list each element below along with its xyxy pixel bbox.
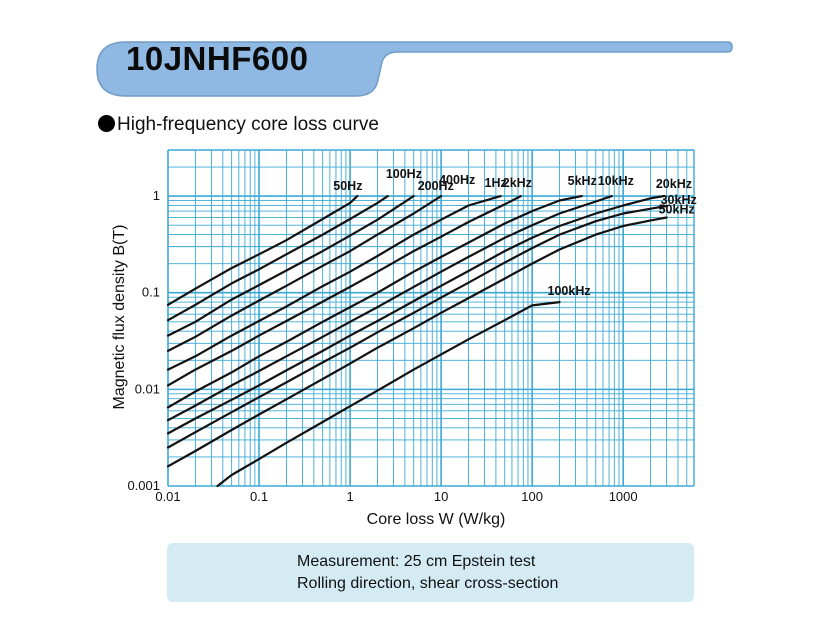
series-label-400Hz: 400Hz: [439, 173, 475, 187]
series-line-5kHz: [166, 195, 583, 409]
series-label-10kHz: 10kHz: [598, 174, 634, 188]
series-line-2kHz: [166, 195, 522, 387]
series-label-50kHz: 50kHz: [659, 203, 695, 217]
header-tab-shape: [96, 41, 733, 97]
bullet-icon: [98, 115, 115, 132]
chart-heading-text: High-frequency core loss curve: [117, 114, 379, 135]
x-tick-label: 0.1: [250, 489, 268, 504]
x-tick-label: 0.01: [155, 489, 180, 504]
y-tick-label: 0.001: [127, 478, 160, 493]
series-line-30kHz: [166, 204, 668, 449]
y-tick-label: 0.1: [142, 285, 160, 300]
series-line-10kHz: [166, 195, 613, 422]
series-line-50Hz: [166, 195, 359, 306]
series-label-100Hz: 100Hz: [386, 167, 422, 181]
x-tick-label: 1: [346, 489, 353, 504]
y-axis-label: Magnetic flux density B(T): [111, 225, 128, 410]
series-label-50Hz: 50Hz: [333, 179, 362, 193]
series-label-5kHz: 5kHz: [568, 174, 597, 188]
x-tick-label: 1000: [609, 489, 638, 504]
measurement-note-box: Measurement: 25 cm Epstein test Rolling …: [167, 543, 694, 602]
x-tick-label: 100: [521, 489, 543, 504]
series-line-1Hz: [166, 195, 502, 371]
measurement-note-line: Measurement: 25 cm Epstein test: [297, 553, 536, 570]
y-tick-label: 0.01: [135, 381, 160, 396]
y-tick-label: 1: [153, 188, 160, 203]
series-line-100kHz: [216, 301, 561, 488]
series-label-200Hz: 200Hz: [418, 179, 454, 193]
series-label-2kHz: 2kHz: [503, 176, 532, 190]
chart-series: [166, 195, 668, 488]
series-label-1Hz: 1Hz: [485, 176, 507, 190]
series-line-50kHz: [166, 216, 668, 468]
series-line-400Hz: [166, 195, 443, 352]
x-axis-label: Core loss W (W/kg): [367, 511, 506, 528]
series-label-20kHz: 20kHz: [656, 177, 692, 191]
series-line-100Hz: [166, 195, 389, 322]
header-banner: [96, 41, 733, 97]
x-tick-label: 10: [434, 489, 448, 504]
chart-grid: [167, 149, 695, 487]
chart-heading: High-frequency core loss curve: [98, 114, 379, 136]
grade-title: 10JNHF600: [126, 40, 309, 77]
series-line-200Hz: [166, 195, 415, 337]
direction-note-line: Rolling direction, shear cross-section: [297, 575, 559, 592]
series-label-100kHz: 100kHz: [548, 284, 591, 298]
series-line-20kHz: [166, 195, 665, 435]
series-label-30kHz: 30kHz: [661, 193, 697, 207]
